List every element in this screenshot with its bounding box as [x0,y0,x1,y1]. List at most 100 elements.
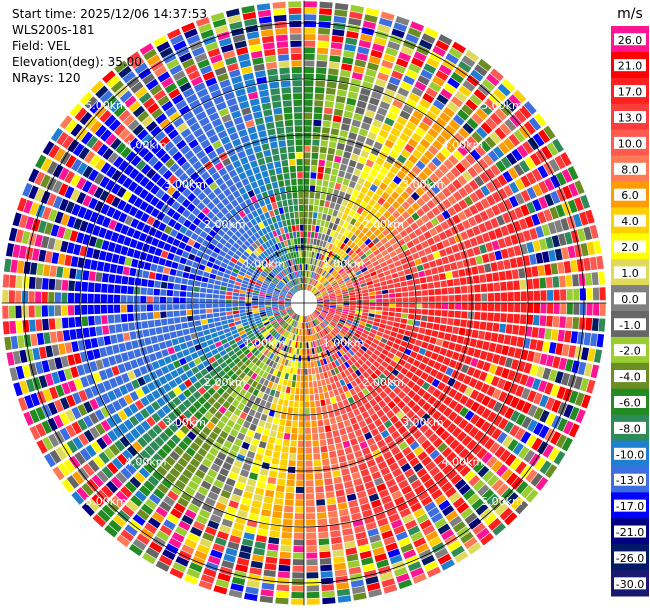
range-gate [35,305,42,318]
range-gate [351,512,362,521]
range-gate [430,244,438,253]
range-gate [593,303,600,316]
range-gate [202,196,211,206]
range-gate [376,439,386,449]
range-gate [175,526,188,537]
range-gate [441,187,452,198]
range-gate [329,376,335,384]
range-gate [53,414,64,429]
range-gate [310,231,315,238]
range-gate [313,272,317,279]
range-gate [149,440,160,452]
range-gate [194,320,202,327]
range-gate [106,166,117,178]
range-gate [325,357,331,364]
range-gate [384,88,396,98]
range-gate [418,347,427,356]
range-gate [377,197,386,206]
range-gate [296,375,301,382]
range-gate [322,120,331,128]
range-gate [272,293,279,297]
range-gate [166,297,173,303]
range-gate [333,231,339,239]
range-gate [392,175,402,185]
range-gate [327,236,333,243]
range-gate [448,399,458,410]
range-gate [219,334,226,341]
range-gate [383,210,392,219]
range-gate [438,34,453,46]
range-gate [54,305,62,316]
range-gate [568,182,579,197]
range-gate [358,420,367,428]
range-gate [374,314,382,319]
range-gate [585,317,593,331]
range-gate [449,137,461,149]
range-gate [310,361,315,368]
range-gate [458,327,466,336]
range-gate [328,267,335,274]
range-gate [207,150,218,160]
range-gate [466,439,478,451]
range-gate [319,286,325,292]
range-gate [179,297,186,303]
range-gate [437,331,445,339]
range-gate [333,327,340,334]
range-gate [219,524,231,534]
range-gate [318,27,331,35]
range-gate [396,502,409,512]
range-gate [335,149,344,157]
range-gate [586,287,593,301]
range-gate [335,292,342,296]
range-gate [384,139,395,149]
range-gate [360,33,373,42]
range-gate [239,380,246,388]
range-gate [463,208,473,218]
range-gate [9,367,19,382]
range-gate [383,536,396,546]
range-gate [151,360,160,370]
range-gate [325,242,330,249]
range-gate [203,382,212,391]
range-gate [471,329,479,339]
range-gate [544,264,552,276]
range-gate [100,129,112,142]
range-gate [553,303,560,314]
range-gate [247,386,255,394]
range-gate [61,279,69,291]
range-gate [278,256,283,264]
range-gate [231,329,238,335]
range-gate [366,437,376,446]
range-gate [389,307,396,312]
range-gate [289,353,294,361]
range-gate [402,385,411,394]
range-gate [141,278,148,287]
range-gate [135,159,147,171]
range-gate [360,503,371,512]
range-gate [440,430,451,441]
range-gate [507,439,519,452]
range-gate [115,471,128,484]
range-gate [362,296,369,300]
range-gate [272,397,279,404]
range-gate [387,284,395,289]
range-gate [567,245,576,259]
range-gate [186,304,193,310]
range-gate [221,114,232,123]
range-gate [307,224,312,231]
range-gate [219,430,229,440]
range-gate [294,334,298,341]
range-gate [316,305,323,307]
range-gate [273,417,280,425]
range-gate [386,340,394,347]
range-gate [66,242,75,254]
range-gate [470,357,479,368]
range-gate [334,287,341,291]
range-gate [440,129,452,141]
range-gate [254,224,261,232]
range-gate [335,489,345,497]
range-gate [310,238,314,245]
range-gate [168,423,179,433]
range-gate [522,141,534,155]
range-gate [568,423,580,438]
